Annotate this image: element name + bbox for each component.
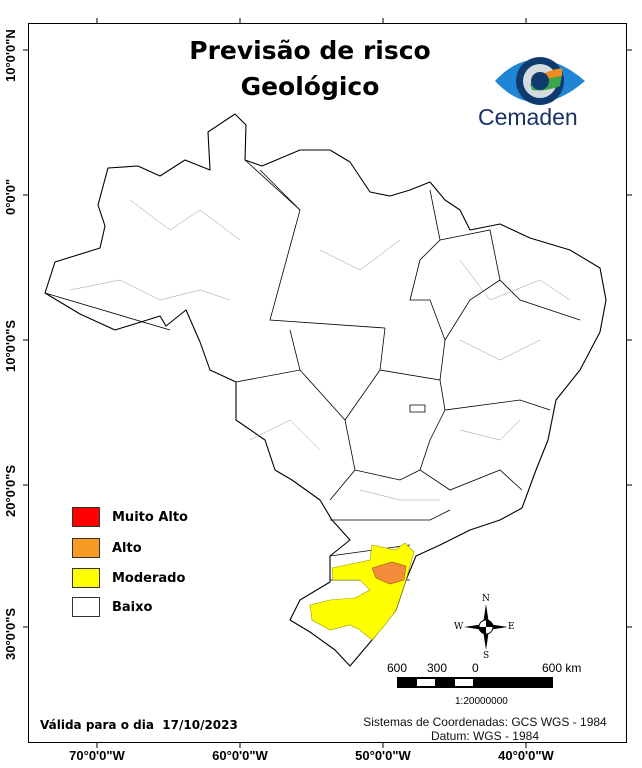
municipal-boundaries xyxy=(69,199,571,501)
scale-label-300: 300 xyxy=(427,661,448,675)
legend-label: Baixo xyxy=(112,599,153,615)
state-boundaries xyxy=(44,159,581,581)
risk-area-alto[interactable] xyxy=(371,561,407,585)
datum-text: Datum: WGS - 1984 xyxy=(430,729,540,743)
legend-label: Muito Alto xyxy=(112,509,188,525)
validity-date: 17/10/2023 xyxy=(162,718,238,732)
lat-label-10s: 10°0'0"S xyxy=(3,319,18,372)
compass-n: N xyxy=(482,594,490,604)
legend-item-moderado: Moderado xyxy=(72,567,185,589)
legend-item-alto: Alto xyxy=(72,537,142,559)
legend-swatch xyxy=(72,538,100,558)
logo-text: Cemaden xyxy=(478,104,578,130)
scale-label-0: 0 xyxy=(472,661,479,675)
scale-ratio: 1:20000000 xyxy=(455,696,508,707)
legend-label: Moderado xyxy=(112,570,186,586)
map-title-line1: Previsão de risco xyxy=(189,36,431,65)
lat-label-10n: 10°0'0"N xyxy=(3,29,18,82)
scale-label-600-left: 600 xyxy=(387,661,408,675)
lat-label-20s: 20°0'0"S xyxy=(3,464,18,517)
legend-label: Alto xyxy=(112,540,142,556)
map-frame xyxy=(28,23,627,743)
scale-bar xyxy=(397,677,553,688)
legend-item-muito-alto: Muito Alto xyxy=(72,506,188,528)
lon-label-40w: 40°0'0"W xyxy=(498,748,554,763)
north-arrow-icon xyxy=(464,604,508,650)
compass-w: W xyxy=(454,622,464,632)
lat-label-30s: 30°0'0"S xyxy=(3,607,18,660)
lat-label-0: 0°0'0" xyxy=(3,178,18,215)
coordinate-system-info: Sistemas de Coordenadas: GCS WGS - 1984 … xyxy=(352,715,618,743)
compass-s: S xyxy=(483,651,490,661)
cemaden-logo-icon xyxy=(495,57,585,105)
legend-swatch xyxy=(72,507,100,527)
map-title-line2: Geológico xyxy=(240,72,380,101)
crs-text: Sistemas de Coordenadas: GCS WGS - 1984 xyxy=(363,715,607,729)
lon-label-60w: 60°0'0"W xyxy=(212,748,268,763)
lon-label-50w: 50°0'0"W xyxy=(355,748,411,763)
scale-label-600-right: 600 km xyxy=(542,661,582,675)
compass-e: E xyxy=(508,622,515,632)
validity-label: Válida para o dia xyxy=(40,718,154,732)
validity-text: Válida para o dia 17/10/2023 xyxy=(40,718,238,732)
brazil-outline[interactable] xyxy=(44,113,607,667)
legend-swatch xyxy=(72,597,100,617)
legend-swatch xyxy=(72,568,100,588)
lon-label-70w: 70°0'0"W xyxy=(69,748,125,763)
legend-item-baixo: Baixo xyxy=(72,596,152,618)
